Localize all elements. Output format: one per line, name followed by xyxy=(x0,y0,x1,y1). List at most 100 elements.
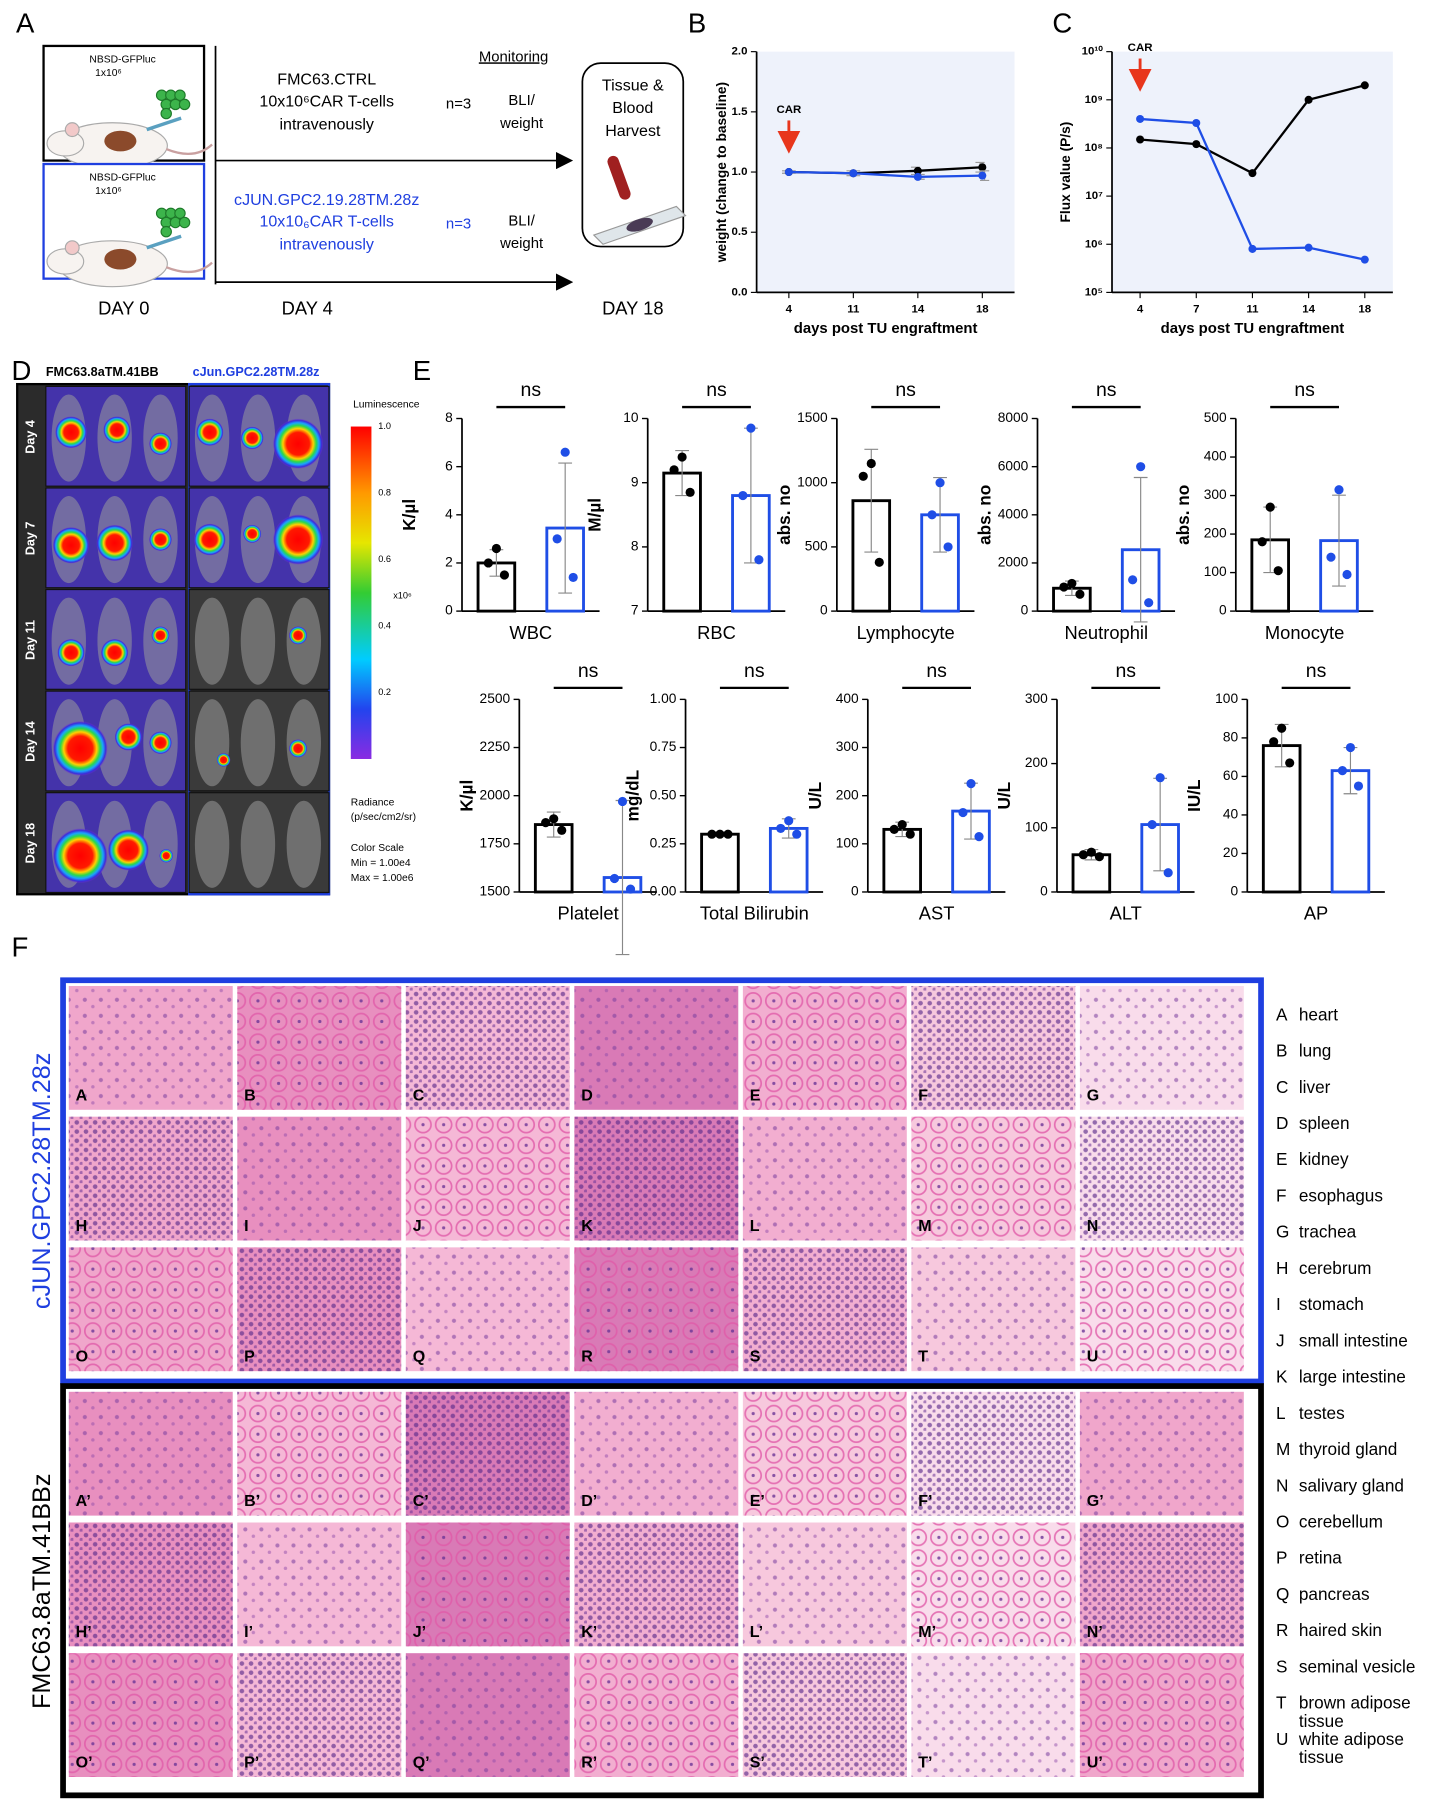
data-point xyxy=(1128,575,1138,585)
bli-signal xyxy=(52,720,108,776)
series-line xyxy=(788,170,983,178)
annotation: CAR xyxy=(776,104,802,116)
data-point xyxy=(1273,566,1283,576)
scale-tick: 0.2 xyxy=(378,687,391,697)
tile-label: L xyxy=(750,1217,760,1235)
panel-letter: B xyxy=(688,8,706,39)
x-axis-label: WBC xyxy=(509,622,552,643)
mouse-silhouette xyxy=(194,800,230,888)
y-tick-label: 8000 xyxy=(998,410,1029,425)
legend-letter: Q xyxy=(1276,1584,1289,1604)
histology-texture xyxy=(742,1653,907,1777)
error-bar xyxy=(558,462,573,594)
histology-texture xyxy=(405,1653,570,1777)
x-axis-label: Neutrophil xyxy=(1065,622,1149,643)
bli-signal xyxy=(96,524,133,562)
tile-label: R xyxy=(581,1348,593,1366)
tile-label: M xyxy=(918,1217,931,1235)
y-tick-label: 0 xyxy=(1040,884,1048,899)
histology-texture xyxy=(405,1391,570,1516)
scale-unit: x10⁶ xyxy=(393,591,412,601)
y-tick-label: 2500 xyxy=(480,691,511,706)
bli-signal xyxy=(243,524,262,544)
bli-signal xyxy=(52,526,90,564)
legend-letter: P xyxy=(1276,1548,1287,1568)
data-point xyxy=(552,534,562,544)
legend-letter: G xyxy=(1276,1222,1289,1242)
data-point xyxy=(889,824,899,834)
y-axis-label: IU/L xyxy=(1184,779,1204,811)
tile-label: P’ xyxy=(244,1753,259,1771)
blood-tube xyxy=(607,155,631,200)
panel-letter: F xyxy=(11,932,28,963)
scale-title: Luminescence xyxy=(353,399,420,410)
data-point xyxy=(897,819,907,830)
x-axis-label: Monocyte xyxy=(1265,622,1344,643)
mouse-silhouette xyxy=(97,699,132,787)
tile-label: S xyxy=(750,1348,761,1366)
histology-texture xyxy=(574,1247,739,1372)
significance: ns xyxy=(706,379,727,401)
mouse-head xyxy=(46,130,85,157)
scale-tick: 1.0 xyxy=(378,421,391,431)
point xyxy=(913,172,922,181)
legend-tissue: lung xyxy=(1299,1041,1332,1061)
bli-signal xyxy=(107,829,150,871)
y-tick-label: 2250 xyxy=(480,739,511,754)
y-tick-label: 2000 xyxy=(998,555,1029,570)
histology-texture xyxy=(742,1391,907,1516)
data-point xyxy=(858,471,868,481)
legend-tissue: esophagus xyxy=(1299,1185,1383,1205)
data-point xyxy=(669,465,679,475)
legend-tissue: stomach xyxy=(1299,1294,1364,1314)
data-point xyxy=(1163,868,1173,878)
syringe xyxy=(146,116,182,132)
legend-letter: E xyxy=(1276,1149,1287,1169)
x-axis-label: Platelet xyxy=(558,903,619,924)
histology-texture xyxy=(68,1391,233,1516)
color-scale: Max = 1.00e6 xyxy=(351,873,414,884)
legend-tissue: testes xyxy=(1299,1403,1345,1423)
radiance: Radiance xyxy=(351,797,395,808)
y-tick-label: 100 xyxy=(1025,819,1048,834)
tile-label: I xyxy=(244,1217,248,1235)
histology-texture xyxy=(911,1391,1076,1516)
histology-texture xyxy=(1079,1247,1244,1372)
data-point xyxy=(927,510,937,520)
point xyxy=(913,166,922,175)
tile-label: M’ xyxy=(918,1623,936,1641)
legend-letter: O xyxy=(1276,1512,1289,1532)
histology-texture xyxy=(911,1247,1076,1372)
histology-texture xyxy=(237,1116,402,1241)
y-axis-label: abs. no xyxy=(974,485,994,545)
column-header: cJun.GPC2.28TM.28z xyxy=(193,365,320,379)
monitoring: weight xyxy=(499,116,544,132)
significance: ns xyxy=(895,379,916,401)
histology-texture xyxy=(68,1653,233,1777)
column-header: FMC63.8aTM.41BB xyxy=(46,365,159,379)
y-tick-label: 0 xyxy=(851,884,859,899)
data-point xyxy=(1136,462,1146,472)
point xyxy=(1192,118,1201,128)
y-tick-label: 80 xyxy=(1223,730,1239,745)
mouse-organ xyxy=(104,130,137,152)
data-point xyxy=(776,823,786,834)
x-tick-label: 14 xyxy=(1302,304,1315,316)
y-tick-label: 1.0 xyxy=(732,166,748,178)
significance: ns xyxy=(1294,379,1315,401)
y-tick-label: 60 xyxy=(1223,768,1239,783)
tile-label: C xyxy=(413,1086,425,1104)
data-point xyxy=(715,829,725,839)
x-axis-label: days post TU engraftment xyxy=(1161,321,1345,337)
y-tick-label: 6000 xyxy=(998,458,1029,473)
legend-letter: K xyxy=(1276,1367,1288,1387)
significance: ns xyxy=(1096,379,1117,401)
legend-tissue: liver xyxy=(1299,1077,1331,1097)
error-bar xyxy=(1133,476,1148,623)
histology-texture xyxy=(742,1116,907,1241)
histology-texture xyxy=(1079,1391,1244,1516)
tumor-cell xyxy=(178,216,191,229)
y-tick-label: 200 xyxy=(836,787,859,802)
